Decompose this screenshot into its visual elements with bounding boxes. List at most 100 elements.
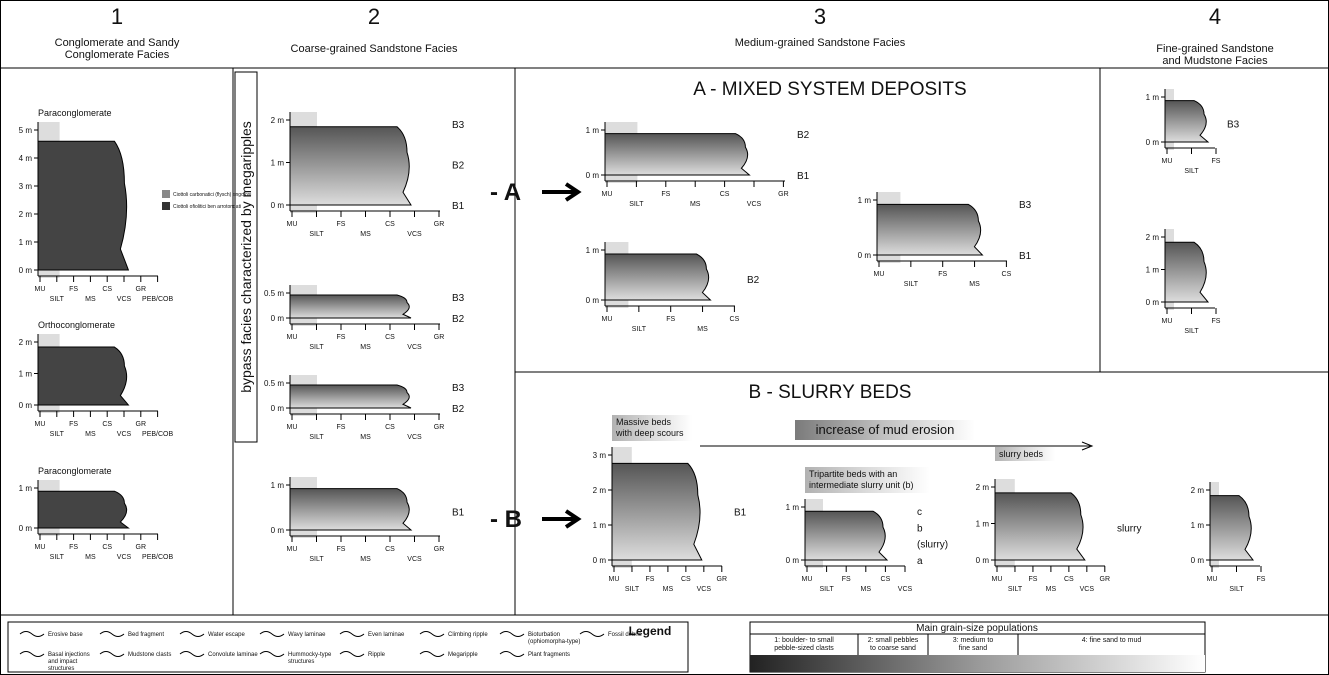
grain-label: FS (337, 221, 346, 228)
grain-label: SILT (625, 586, 640, 593)
grain-label: MS (360, 556, 371, 563)
log-profile (1165, 242, 1208, 302)
unit-label: (slurry) (917, 540, 948, 551)
grain-label: FS (661, 191, 670, 198)
arrow-label: - B (490, 506, 522, 533)
log-profile (995, 493, 1085, 560)
unit-label: B1 (1019, 251, 1032, 262)
scale-label: 0 m (858, 251, 872, 260)
unit-label: B3 (452, 293, 465, 304)
scale-label: 0 m (271, 314, 285, 323)
grain-label: GR (434, 546, 445, 553)
scale-label: 2 m (1191, 486, 1205, 495)
scale-label: 2 m (19, 338, 33, 347)
table-cell: 4: fine sand to mud (1082, 637, 1142, 644)
log-profile (38, 347, 128, 405)
scale-label: 0 m (19, 401, 33, 410)
scale-label: 2 m (271, 116, 285, 125)
scale-label: 4 m (19, 154, 33, 163)
legend-item: Even laminae (368, 632, 405, 638)
unit-label: B3 (452, 383, 465, 394)
unit-label: B2 (452, 161, 465, 172)
log-header: Paraconglomerate (38, 108, 112, 118)
scale-label: 2 m (1146, 233, 1160, 242)
scale-label: 3 m (19, 182, 33, 191)
grain-label: SILT (50, 431, 65, 438)
grain-label: SILT (50, 296, 65, 303)
grain-label: PEB/COB (142, 431, 173, 438)
unit-label: B2 (797, 130, 810, 141)
legend-symbol (20, 652, 44, 657)
frame (1, 1, 1329, 675)
grain-label: MS (663, 586, 674, 593)
grain-label: MS (861, 586, 872, 593)
legend-item: Plant fragments (528, 652, 570, 658)
log-profile (290, 489, 411, 530)
grain-label: MU (35, 286, 46, 293)
log-profile (1165, 101, 1208, 142)
log-profile (805, 511, 887, 560)
clast-note: Ciottoli carbonatici (flysch) angolosi (173, 192, 251, 198)
trend-label: increase of mud erosion (816, 422, 955, 437)
note-swatch (162, 202, 170, 210)
grain-label: VCS (747, 201, 762, 208)
grain-label: MU (1162, 158, 1173, 165)
table-cell: 1: boulder- to smallpebble-sized clasts (774, 637, 834, 652)
grain-label: CS (102, 286, 112, 293)
legend-item: Erosive base (48, 632, 83, 638)
log-profile (1210, 496, 1253, 560)
grain-label: CS (385, 546, 395, 553)
grain-label: GR (434, 221, 445, 228)
grain-label: GR (136, 286, 147, 293)
section-title: B - SLURRY BEDS (749, 382, 912, 403)
grain-label: MS (360, 231, 371, 238)
clast-note: Ciottoli ofiolitici ben arrotondati (173, 204, 241, 210)
grain-label: GR (717, 576, 728, 583)
grain-label: MU (602, 191, 613, 198)
grain-label: SILT (309, 344, 324, 351)
legend-symbol (260, 632, 284, 637)
legend-item: Bed fragment (128, 632, 164, 638)
unit-label: B1 (452, 508, 465, 519)
grain-label: FS (1212, 158, 1221, 165)
legend-item: Basal injectionsand impactstructures (48, 652, 90, 672)
scale-label: 0 m (271, 526, 285, 535)
grain-label: MU (802, 576, 813, 583)
column-title: Fine-grained Sandstoneand Mudstone Facie… (1156, 43, 1273, 67)
grain-label: GR (136, 544, 147, 551)
legend-item: Climbing ripple (448, 632, 488, 638)
column-number: 4 (1209, 4, 1221, 29)
grain-label: SILT (50, 554, 65, 561)
log-header: slurry beds (999, 449, 1044, 459)
scale-label: 3 m (593, 451, 607, 460)
unit-label: B3 (1019, 200, 1032, 211)
scale-label: 0 m (593, 556, 607, 565)
section-title: A - MIXED SYSTEM DEPOSITS (693, 79, 966, 100)
grain-label: GR (1100, 576, 1111, 583)
grain-label: VCS (407, 231, 422, 238)
grain-label: MS (85, 296, 96, 303)
legend-item: Mudstone clasts (128, 652, 171, 658)
scale-label: 1 m (786, 503, 800, 512)
grain-label: MU (602, 316, 613, 323)
log-profile (290, 385, 411, 408)
legend-symbol (340, 632, 364, 637)
grain-label: MU (287, 546, 298, 553)
log-profile (290, 295, 411, 318)
grain-label: FS (69, 544, 78, 551)
grain-label: VCS (117, 296, 132, 303)
unit-label: b (917, 523, 923, 534)
legend-symbol (100, 652, 124, 657)
table-title: Main grain-size populations (916, 623, 1038, 634)
scale-label: 0 m (19, 266, 33, 275)
column-title: Coarse-grained Sandstone Facies (291, 43, 458, 55)
grain-label: FS (337, 334, 346, 341)
grain-label: FS (842, 576, 851, 583)
unit-label: B1 (734, 508, 747, 519)
grain-label: MS (690, 201, 701, 208)
scale-label: 0 m (586, 171, 600, 180)
unit-label: B2 (747, 275, 760, 286)
grain-label: VCS (407, 434, 422, 441)
